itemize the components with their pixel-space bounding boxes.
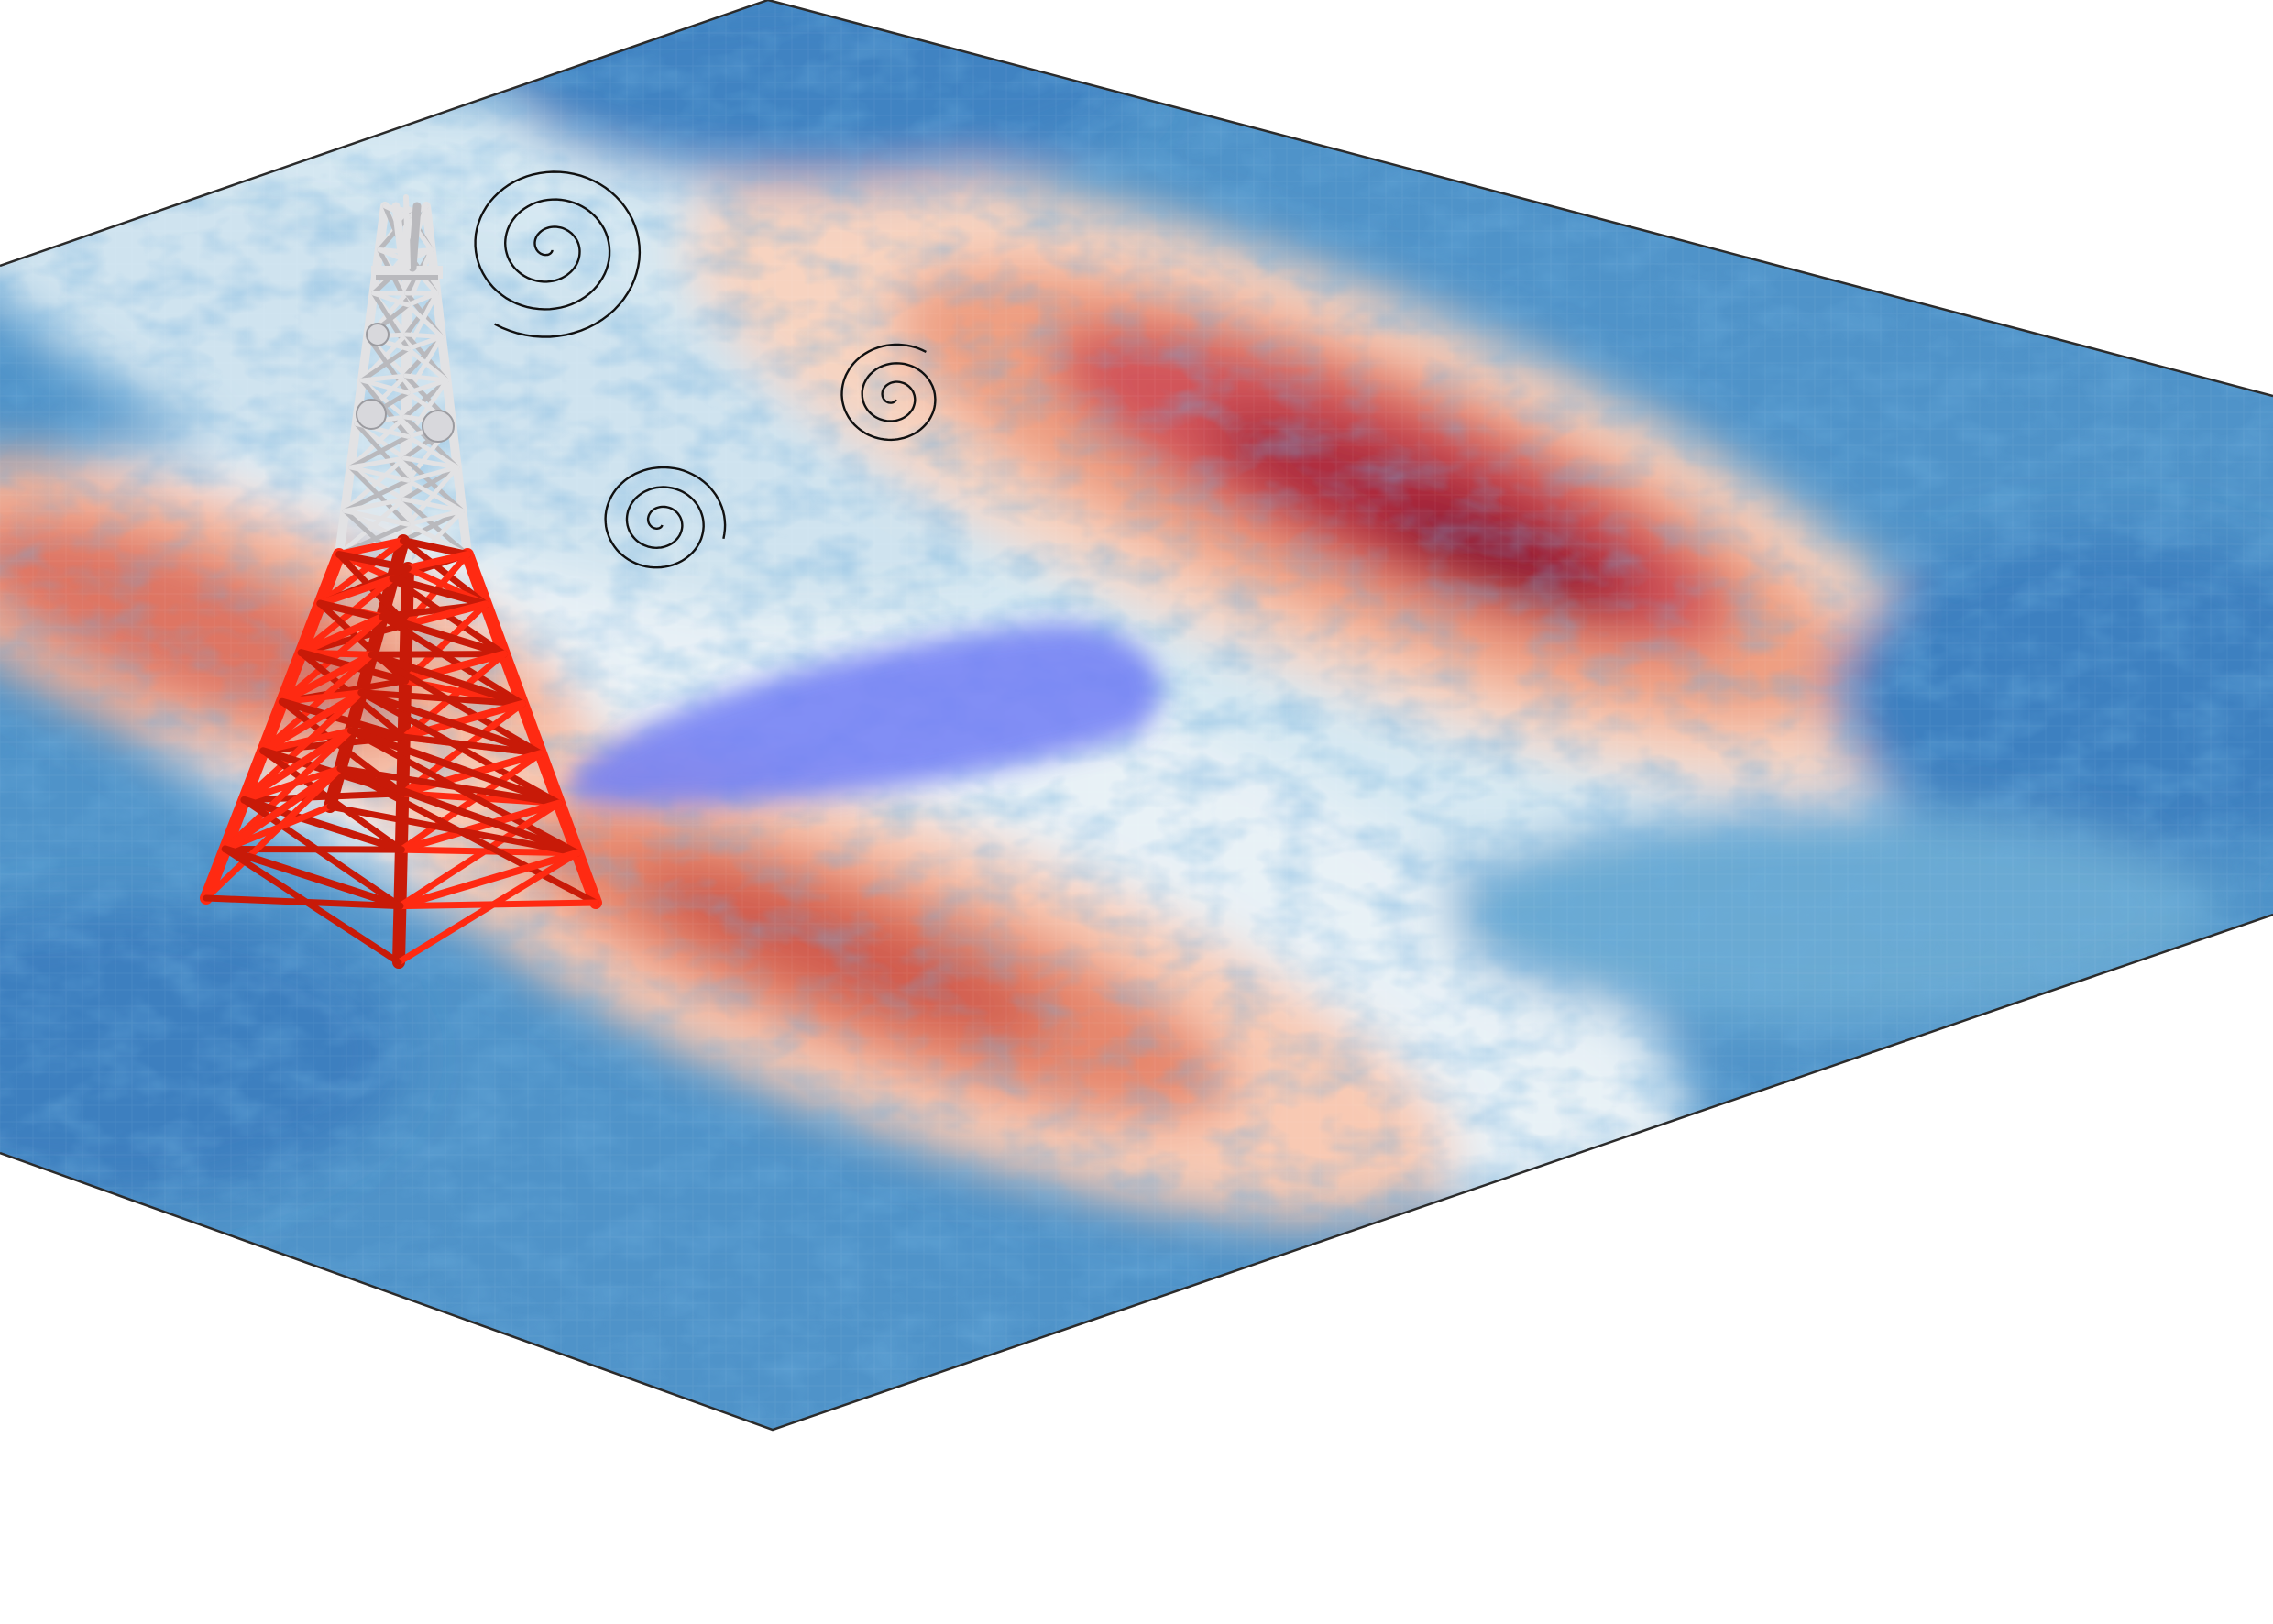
signal-spiral [474,170,642,338]
tower-strut [359,378,411,395]
tower-strut [368,651,508,658]
tower-strut [379,613,526,708]
tower-strut [404,551,471,572]
tower-strut [316,575,397,608]
tower-strut [342,455,407,513]
tower-strut [348,414,408,470]
tower-strut [461,548,602,909]
tower-strut [240,727,355,804]
tower-strut [335,537,407,558]
tower-strut [368,651,526,708]
radio-tower-icon [200,194,602,969]
tower-dish [366,323,390,346]
tower-strut [259,747,405,853]
tower-strut [403,332,445,339]
tower-strut [396,899,599,910]
tower-strut [348,455,407,470]
tower-strut [357,688,544,758]
tower-strut [396,849,581,910]
tower-strut [405,477,465,513]
tower-strut [278,651,376,706]
tower-strut [401,509,465,543]
tower-strut [357,689,526,708]
tower-strut [403,373,449,383]
tower-strut [336,765,563,807]
tower-strut [401,455,460,470]
coverage-ellipse [566,623,1160,807]
tower-strut [259,688,366,755]
tower-strut [401,497,465,513]
tower-strut [405,433,460,470]
tower-strut [405,291,439,308]
tower-strut [405,346,449,383]
tower-strut [400,537,471,558]
tower-dish [422,410,455,443]
tower-strut [377,214,411,252]
tower-strut [316,537,407,608]
signal-spiral [604,466,727,569]
tower-strut [389,575,489,609]
tower-strut [403,194,411,270]
tower-strut [398,846,581,857]
tower-strut [221,845,404,910]
tower-strut [342,497,407,513]
spiral-signal-icon [474,170,937,569]
tower-strut [222,845,402,966]
tower-strut [405,335,445,352]
tower-strut [408,202,422,272]
tower-strut [391,202,408,272]
tower-strut [402,600,489,629]
tower-dish [356,399,387,430]
tower-strut [240,689,365,804]
tower-strut [400,699,526,741]
tower-strut [221,764,345,853]
tower-strut [354,422,411,483]
tower-strut [298,575,397,656]
tower-strut [400,537,489,608]
tower-strut [297,612,387,657]
tower-strut [401,497,470,557]
tower-strut [379,612,508,658]
tower-strut [222,727,355,852]
tower-strut [259,651,376,754]
surface-outline [0,0,2273,398]
tower-strut [371,291,411,308]
tower-strut [203,765,344,902]
tower-strut [335,551,412,572]
tower-strut [336,497,407,557]
tower-strut [200,548,346,905]
tower-strut [396,799,563,910]
tower-strut [336,764,581,857]
tower-strut [368,651,544,757]
tower-strut [365,335,411,395]
tower-strut [348,465,411,483]
tower-strut [346,727,563,807]
tower-strut [398,750,544,853]
signal-spiral [840,343,937,442]
tower-strut [357,689,563,807]
tower-strut [347,727,544,757]
tower-strut [278,697,408,741]
tower-strut [347,727,581,857]
tower-strut [401,465,460,502]
tower-strut [402,414,460,470]
tower-strut [348,465,411,527]
tower-strut [405,302,445,339]
tower-strut [359,373,408,383]
tower-strut [397,799,563,854]
tower-strut [342,509,411,527]
tower-strut [326,803,581,857]
surface-outline-lower [0,913,2273,1432]
tower-strut [401,650,508,685]
tower-strut [405,378,449,395]
tower-strut [405,509,465,527]
tower-platform [376,275,438,280]
tower-strut [405,465,460,483]
tower-strut [401,455,465,513]
tower-strut [240,796,405,854]
